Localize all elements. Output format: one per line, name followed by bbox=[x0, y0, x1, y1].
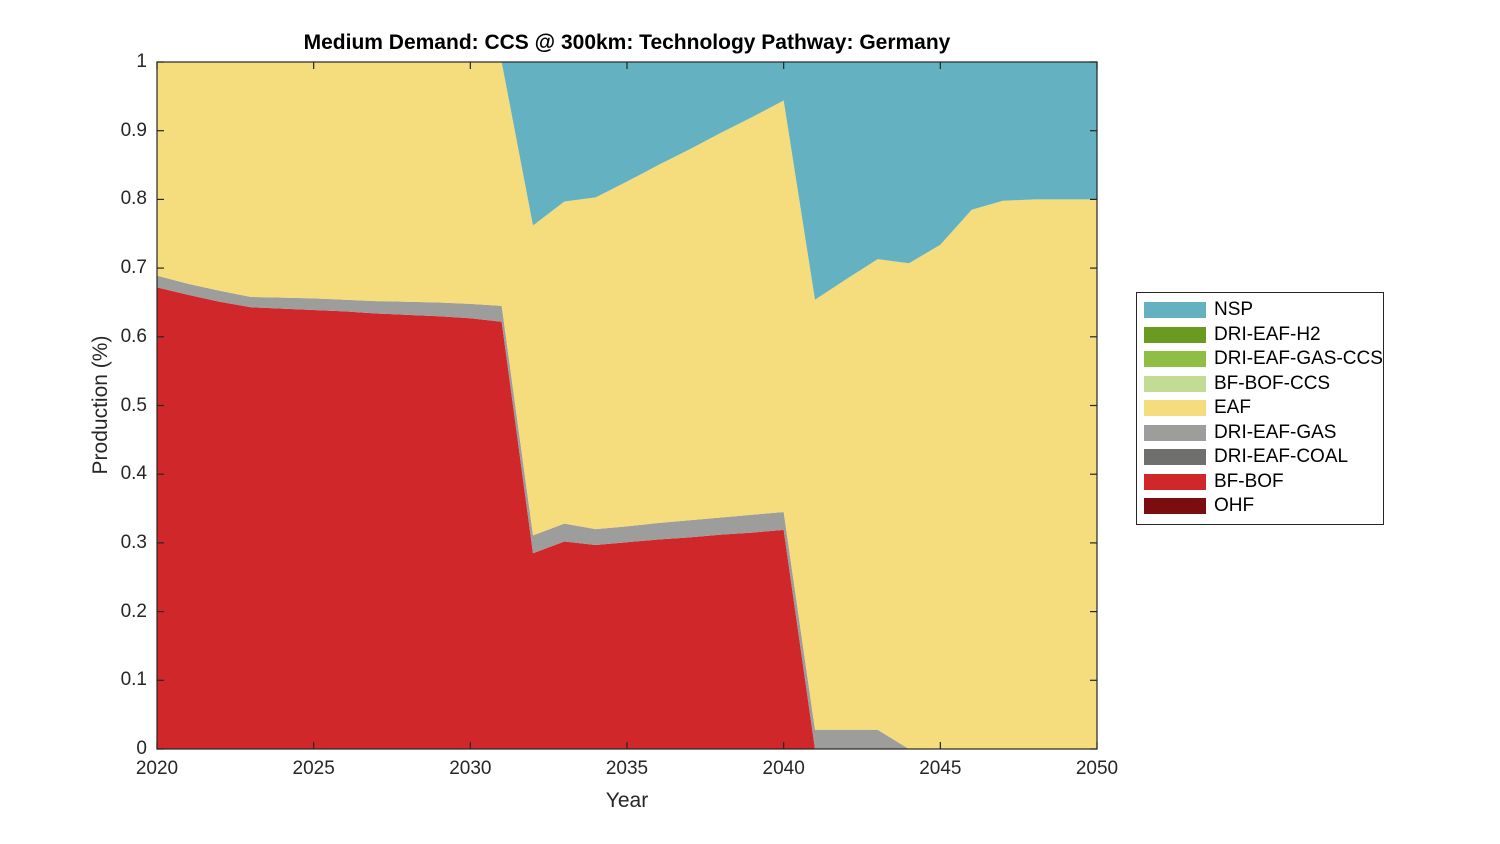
legend-swatch-dri-eaf-coal bbox=[1144, 449, 1206, 466]
legend-item-dri-eaf-gas-ccs: DRI-EAF-GAS-CCS bbox=[1144, 347, 1383, 372]
area-series-bf-bof bbox=[157, 287, 1097, 749]
legend-swatch-dri-eaf-gas-ccs bbox=[1144, 351, 1206, 368]
legend-item-nsp: NSP bbox=[1144, 298, 1383, 323]
legend-item-dri-eaf-coal: DRI-EAF-COAL bbox=[1144, 445, 1383, 470]
legend-swatch-dri-eaf-gas bbox=[1144, 424, 1206, 441]
legend-swatch-ohf bbox=[1144, 498, 1206, 515]
legend-label: DRI-EAF-GAS-CCS bbox=[1214, 348, 1383, 370]
legend-item-dri-eaf-h2: DRI-EAF-H2 bbox=[1144, 323, 1383, 348]
legend-swatch-dri-eaf-h2 bbox=[1144, 326, 1206, 343]
legend-label: EAF bbox=[1214, 397, 1251, 419]
x-tick-label: 2030 bbox=[449, 758, 492, 779]
y-axis-label-text: Production (%) bbox=[89, 335, 112, 475]
y-tick-label: 0.4 bbox=[120, 463, 147, 485]
y-tick-label: 0.6 bbox=[120, 325, 147, 347]
legend-item-ohf: OHF bbox=[1144, 494, 1383, 519]
y-tick-label: 0.3 bbox=[120, 531, 147, 553]
y-tick-label: 0.8 bbox=[120, 188, 147, 210]
y-tick-label: 0.2 bbox=[120, 600, 147, 622]
y-tick-label: 0.5 bbox=[120, 394, 147, 416]
legend-item-bf-bof: BF-BOF bbox=[1144, 470, 1383, 495]
legend-swatch-nsp bbox=[1144, 302, 1206, 319]
y-tick-label: 0.7 bbox=[120, 257, 147, 279]
chart-title: Medium Demand: CCS @ 300km: Technology P… bbox=[303, 31, 951, 54]
x-tick-label: 2045 bbox=[919, 758, 962, 779]
legend: NSP DRI-EAF-H2 DRI-EAF-GAS-CCS BF-BOF-CCS EA… bbox=[1136, 292, 1384, 525]
y-tick-label: 0.1 bbox=[120, 669, 147, 691]
legend-label: BF-BOF-CCS bbox=[1214, 372, 1331, 394]
legend-label: NSP bbox=[1214, 299, 1254, 321]
legend-swatch-bf-bof bbox=[1144, 473, 1206, 490]
legend-label: BF-BOF bbox=[1214, 470, 1284, 492]
x-tick-label: 2040 bbox=[762, 758, 805, 779]
legend-label: DRI-EAF-GAS bbox=[1214, 421, 1337, 443]
area-series-nsp bbox=[157, 62, 1097, 300]
legend-swatch-bf-bof-ccs bbox=[1144, 375, 1206, 392]
legend-item-eaf: EAF bbox=[1144, 396, 1383, 421]
area-series-eaf bbox=[157, 62, 1097, 749]
x-tick-label: 2020 bbox=[135, 758, 179, 779]
x-tick-label: 2050 bbox=[1075, 758, 1119, 779]
legend-label: OHF bbox=[1214, 495, 1255, 517]
legend-label: DRI-EAF-H2 bbox=[1214, 323, 1321, 345]
legend-item-dri-eaf-gas: DRI-EAF-GAS bbox=[1144, 421, 1383, 446]
x-axis-label: Year bbox=[605, 789, 649, 812]
x-tick-label: 2035 bbox=[605, 758, 649, 779]
x-tick-label: 2025 bbox=[292, 758, 335, 779]
y-tick-label: 0 bbox=[136, 738, 147, 759]
legend-swatch-eaf bbox=[1144, 400, 1206, 417]
y-tick-label: 1 bbox=[136, 51, 147, 72]
legend-label: DRI-EAF-COAL bbox=[1214, 446, 1349, 468]
y-tick-label: 0.9 bbox=[120, 119, 147, 141]
legend-item-bf-bof-ccs: BF-BOF-CCS bbox=[1144, 372, 1383, 397]
